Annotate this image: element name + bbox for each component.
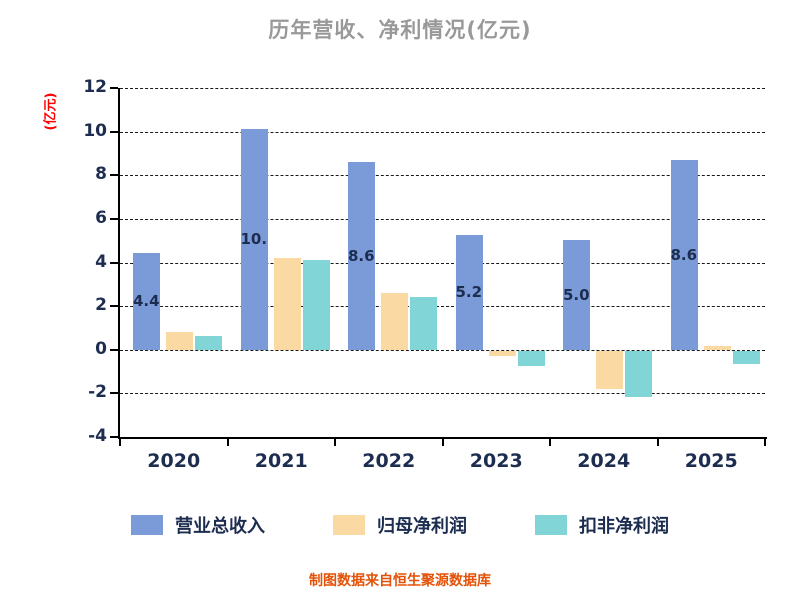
legend: 营业总收入 归母净利润 扣非净利润	[0, 512, 800, 538]
bar-net-profit-2024	[596, 350, 623, 389]
y-tick-label: 2	[95, 295, 107, 316]
bar-revenue-2020: 4.44	[133, 252, 160, 350]
x-tick-label-2022: 2022	[362, 450, 416, 472]
x-tick-label-2024: 2024	[577, 450, 631, 472]
bar-value-label: 8.69	[670, 245, 698, 264]
bar-net-profit-2022	[381, 293, 408, 350]
x-tick-label-2025: 2025	[684, 450, 738, 472]
legend-item-net-profit: 归母净利润	[333, 512, 467, 538]
x-axis-line	[118, 437, 767, 439]
x-tick-mark	[334, 439, 336, 446]
x-tick-mark	[764, 439, 766, 446]
y-tick-label: 4	[95, 251, 107, 272]
bar-value-label: 10.13	[240, 230, 268, 249]
y-tick-mark	[110, 87, 118, 89]
x-tick-mark	[549, 439, 551, 446]
bar-value-label: 5.25	[455, 283, 483, 302]
gridline	[120, 349, 765, 351]
y-tick-mark	[110, 261, 118, 264]
y-tick-label: 6	[95, 207, 107, 228]
x-tick-label-2020: 2020	[147, 450, 201, 472]
gridline	[120, 175, 765, 177]
y-tick-mark	[110, 436, 118, 438]
y-tick-mark	[110, 348, 118, 351]
bar-net-profit-2025	[703, 346, 731, 350]
bar-non-recurring-net-profit-2023	[517, 350, 545, 367]
y-tick-mark	[110, 392, 118, 395]
x-tick-mark	[441, 439, 444, 446]
gridline	[120, 218, 765, 220]
bar-revenue-2023: 5.25	[455, 235, 483, 350]
x-tick-mark	[226, 439, 229, 446]
legend-swatch-non-recurring-net-profit	[535, 515, 567, 535]
bar-non-recurring-net-profit-2022	[410, 297, 437, 350]
bar-non-recurring-net-profit-2025	[732, 350, 760, 364]
y-tick-label: 8	[95, 164, 107, 185]
gridline	[120, 306, 765, 308]
bar-value-label: 5.04	[563, 285, 590, 304]
gridline	[120, 88, 765, 89]
bar-revenue-2022: 8.62	[348, 161, 375, 350]
y-tick-mark	[110, 130, 118, 133]
bar-non-recurring-net-profit-2020	[195, 335, 222, 350]
legend-label-revenue: 营业总收入	[175, 516, 265, 537]
chart-title: 历年营收、净利情况(亿元)	[268, 18, 532, 42]
x-tick-mark	[119, 439, 121, 446]
legend-swatch-net-profit	[333, 515, 365, 535]
gridline	[120, 393, 765, 395]
legend-label-non-recurring-net-profit: 扣非净利润	[579, 516, 669, 537]
bar-net-profit-2021	[273, 258, 301, 350]
y-axis-line	[118, 88, 120, 439]
bar-non-recurring-net-profit-2021	[302, 260, 330, 350]
data-source-note: 制图数据来自恒生聚源数据库	[309, 573, 491, 589]
y-tick-mark	[110, 217, 118, 220]
y-tick-label: -2	[88, 382, 107, 403]
bar-revenue-2021: 10.13	[240, 128, 268, 350]
bar-net-profit-2020	[166, 332, 193, 350]
x-tick-label-2023: 2023	[469, 450, 523, 472]
y-tick-label: -4	[88, 426, 107, 446]
bar-revenue-2024: 5.04	[563, 239, 590, 350]
x-tick-mark	[656, 439, 659, 446]
legend-item-non-recurring-net-profit: 扣非净利润	[535, 512, 669, 538]
bar-non-recurring-net-profit-2024	[625, 350, 652, 397]
y-tick-mark	[110, 174, 118, 177]
legend-swatch-revenue	[131, 515, 163, 535]
x-tick-label-2021: 2021	[254, 450, 308, 472]
bar-value-label: 8.62	[348, 246, 375, 265]
plot-area: 4.44 10.13 8.62 5.25 5.04 8.69	[120, 88, 765, 437]
gridline	[120, 131, 765, 133]
legend-item-revenue: 营业总收入	[131, 512, 265, 538]
y-tick-mark	[110, 305, 118, 308]
y-tick-label: 12	[83, 77, 107, 97]
y-tick-label: 0	[95, 338, 107, 359]
legend-label-net-profit: 归母净利润	[377, 516, 467, 537]
bar-net-profit-2023	[488, 350, 516, 357]
gridline	[120, 262, 765, 264]
y-tick-label: 10	[83, 120, 107, 141]
bar-value-label: 4.44	[133, 292, 160, 311]
bar-revenue-2025: 8.69	[670, 160, 698, 350]
